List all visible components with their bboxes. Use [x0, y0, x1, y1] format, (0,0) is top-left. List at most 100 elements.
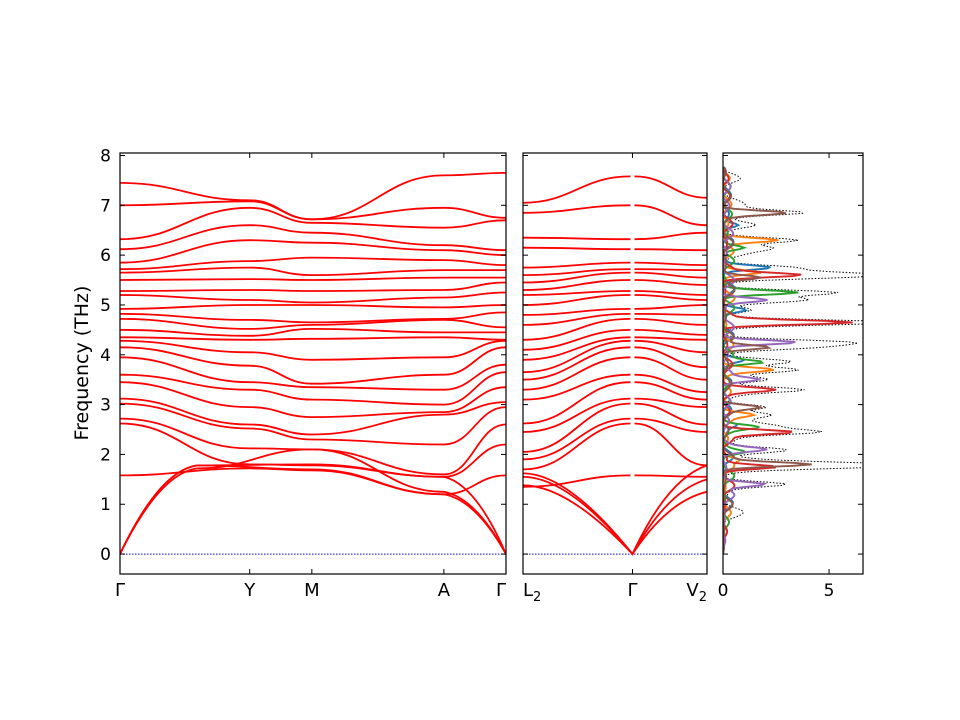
phonon-band	[634, 175, 707, 199]
phonon-band	[523, 268, 631, 276]
phonon-band	[523, 373, 631, 401]
phonon-band	[634, 373, 707, 393]
phonon-band	[634, 402, 707, 426]
phonon-band	[120, 417, 506, 476]
phonon-band	[523, 318, 631, 341]
y-tick-label: 7	[100, 196, 111, 216]
phonon-band	[120, 397, 506, 436]
phonon-band	[634, 346, 707, 369]
phonon-band	[120, 318, 506, 330]
path-label: Γ	[496, 580, 506, 601]
y-tick-label: 2	[100, 445, 111, 465]
phonon-band	[523, 294, 631, 306]
y-tick-label: 0	[100, 545, 111, 565]
phonon-band	[523, 279, 631, 291]
phonon-band	[523, 290, 631, 296]
phonon-band	[523, 313, 631, 326]
y-tick-label: 1	[100, 495, 111, 515]
phonon-band	[120, 356, 506, 391]
phonon-band	[120, 224, 506, 252]
path-label: Y	[243, 580, 256, 601]
phonon-band	[634, 474, 707, 478]
x-tick-label: 5	[824, 581, 835, 601]
phonon-band	[634, 336, 707, 341]
phonon-band	[634, 231, 707, 241]
main-band-lines	[120, 172, 506, 555]
phonon-band	[523, 474, 631, 488]
phonon-band	[120, 291, 506, 304]
phonon-band	[523, 308, 631, 316]
path-label: V2	[686, 580, 707, 605]
phonon-band	[523, 246, 631, 251]
phonon-band	[120, 281, 506, 292]
main-band-panel: 0 1 2 3 4 5 6 7 8 Γ Y M A Γ Frequency (THz)	[71, 146, 507, 601]
phonon-band	[120, 467, 506, 496]
phonon-band	[634, 318, 707, 326]
phonon-band	[634, 381, 707, 401]
phonon-band	[634, 294, 707, 301]
phonon-band	[634, 356, 707, 381]
phonon-band	[634, 313, 707, 316]
acoustic-band	[120, 463, 506, 555]
phonon-band	[634, 329, 707, 336]
phonon-band	[523, 417, 631, 461]
phonon-band	[523, 422, 631, 471]
phonon-band	[120, 276, 506, 281]
y-tick-label: 5	[100, 296, 111, 316]
y-tick-label: 4	[100, 346, 111, 366]
path-label: A	[438, 580, 451, 601]
path-label: Γ	[627, 580, 637, 601]
path-label: M	[304, 580, 320, 601]
phonon-band	[120, 304, 506, 310]
phonon-band	[120, 422, 506, 478]
y-tick-label: 8	[100, 146, 111, 166]
y-axis-label: Frequency (THz)	[71, 286, 93, 441]
side-band-frame	[522, 152, 708, 575]
phonon-band	[523, 175, 631, 204]
phonon-band	[523, 397, 631, 433]
phonon-band	[523, 336, 631, 361]
phonon-band	[634, 271, 707, 279]
acoustic-band	[523, 484, 707, 556]
pdos-frame	[722, 152, 864, 575]
phonon-band	[120, 200, 506, 221]
main-band-frame	[119, 152, 507, 575]
phonon-band	[523, 329, 631, 351]
phonon-band	[523, 261, 631, 269]
phonon-band	[523, 204, 631, 214]
phonon-band	[634, 397, 707, 408]
phonon-band	[120, 239, 506, 264]
y-tick-label: 6	[100, 246, 111, 266]
phonon-band	[634, 422, 707, 467]
phonon-band	[634, 268, 707, 271]
phonon-band	[523, 346, 631, 381]
side-band-panel: L2 Γ V2	[522, 152, 708, 605]
phonon-band	[634, 204, 707, 227]
phonon-band	[120, 266, 506, 277]
phonon-band	[523, 339, 631, 374]
phonon-band	[120, 336, 506, 341]
partial-dos-curve	[723, 167, 796, 555]
phonon-band	[634, 290, 707, 296]
phonon-band	[634, 279, 707, 286]
phonon-band	[120, 256, 506, 270]
phonon-band	[120, 339, 506, 361]
pdos-lines	[723, 166, 863, 555]
phonon-band	[120, 381, 506, 419]
phonon-band	[120, 346, 506, 385]
phonon-band	[634, 417, 707, 433]
phonon-band	[634, 304, 707, 310]
path-label: Γ	[115, 580, 125, 601]
phonon-band	[523, 271, 631, 284]
phonon-band	[523, 356, 631, 391]
phonon-band	[523, 381, 631, 425]
path-label: L2	[523, 580, 541, 605]
phonon-band	[120, 311, 506, 324]
x-tick-label: 0	[718, 581, 729, 601]
phonon-band	[523, 402, 631, 453]
phonon-band	[120, 402, 506, 446]
phonon-band	[634, 339, 707, 354]
